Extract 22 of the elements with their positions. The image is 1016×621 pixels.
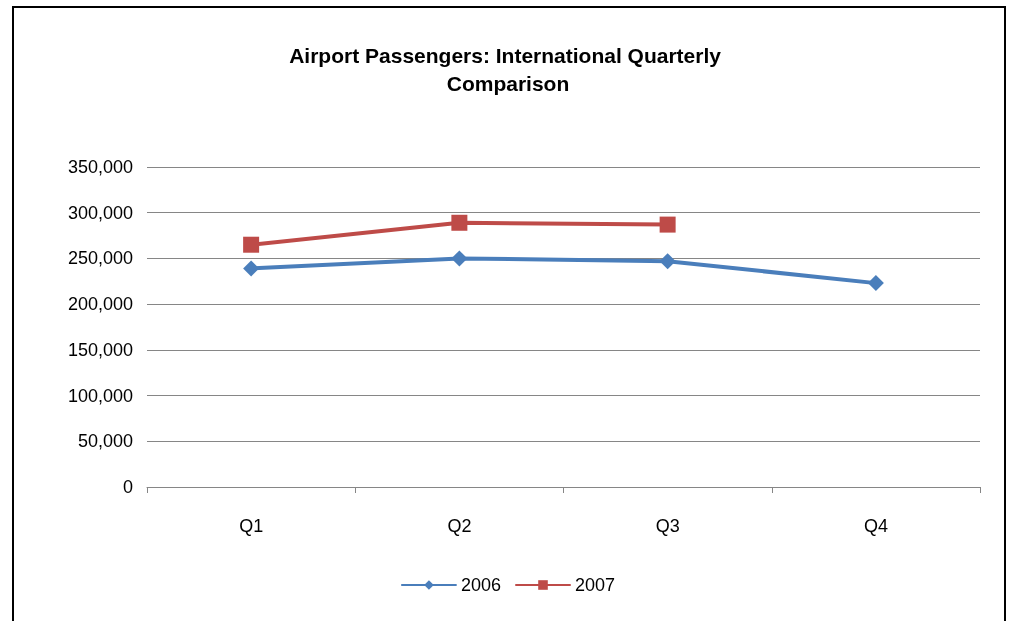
- legend-label: 2007: [575, 575, 616, 595]
- x-tick-label: Q4: [863, 516, 888, 536]
- legend-label: 2006: [460, 575, 501, 595]
- chart-title: Airport Passengers: International Quarterly Comparison: [289, 43, 727, 95]
- y-tick-label: 0: [122, 477, 133, 497]
- point: [659, 216, 676, 233]
- x-tick-label: Q1: [239, 516, 264, 536]
- point: [659, 253, 676, 270]
- point: [451, 250, 468, 267]
- point: [243, 236, 260, 253]
- y-tick-label: 100,000: [67, 385, 133, 406]
- point: [451, 214, 468, 231]
- y-tick-label: 150,000: [67, 339, 133, 360]
- point: [243, 260, 260, 277]
- x-tick-label: Q3: [655, 516, 680, 536]
- y-tick-label: 250,000: [67, 248, 133, 269]
- point: [867, 275, 884, 292]
- y-tick-label: 200,000: [67, 294, 133, 315]
- x-tick-label: Q2: [447, 516, 472, 536]
- y-tick-label: 350,000: [67, 157, 133, 177]
- y-tick-label: 300,000: [67, 202, 133, 223]
- y-tick-label: 50,000: [77, 431, 133, 452]
